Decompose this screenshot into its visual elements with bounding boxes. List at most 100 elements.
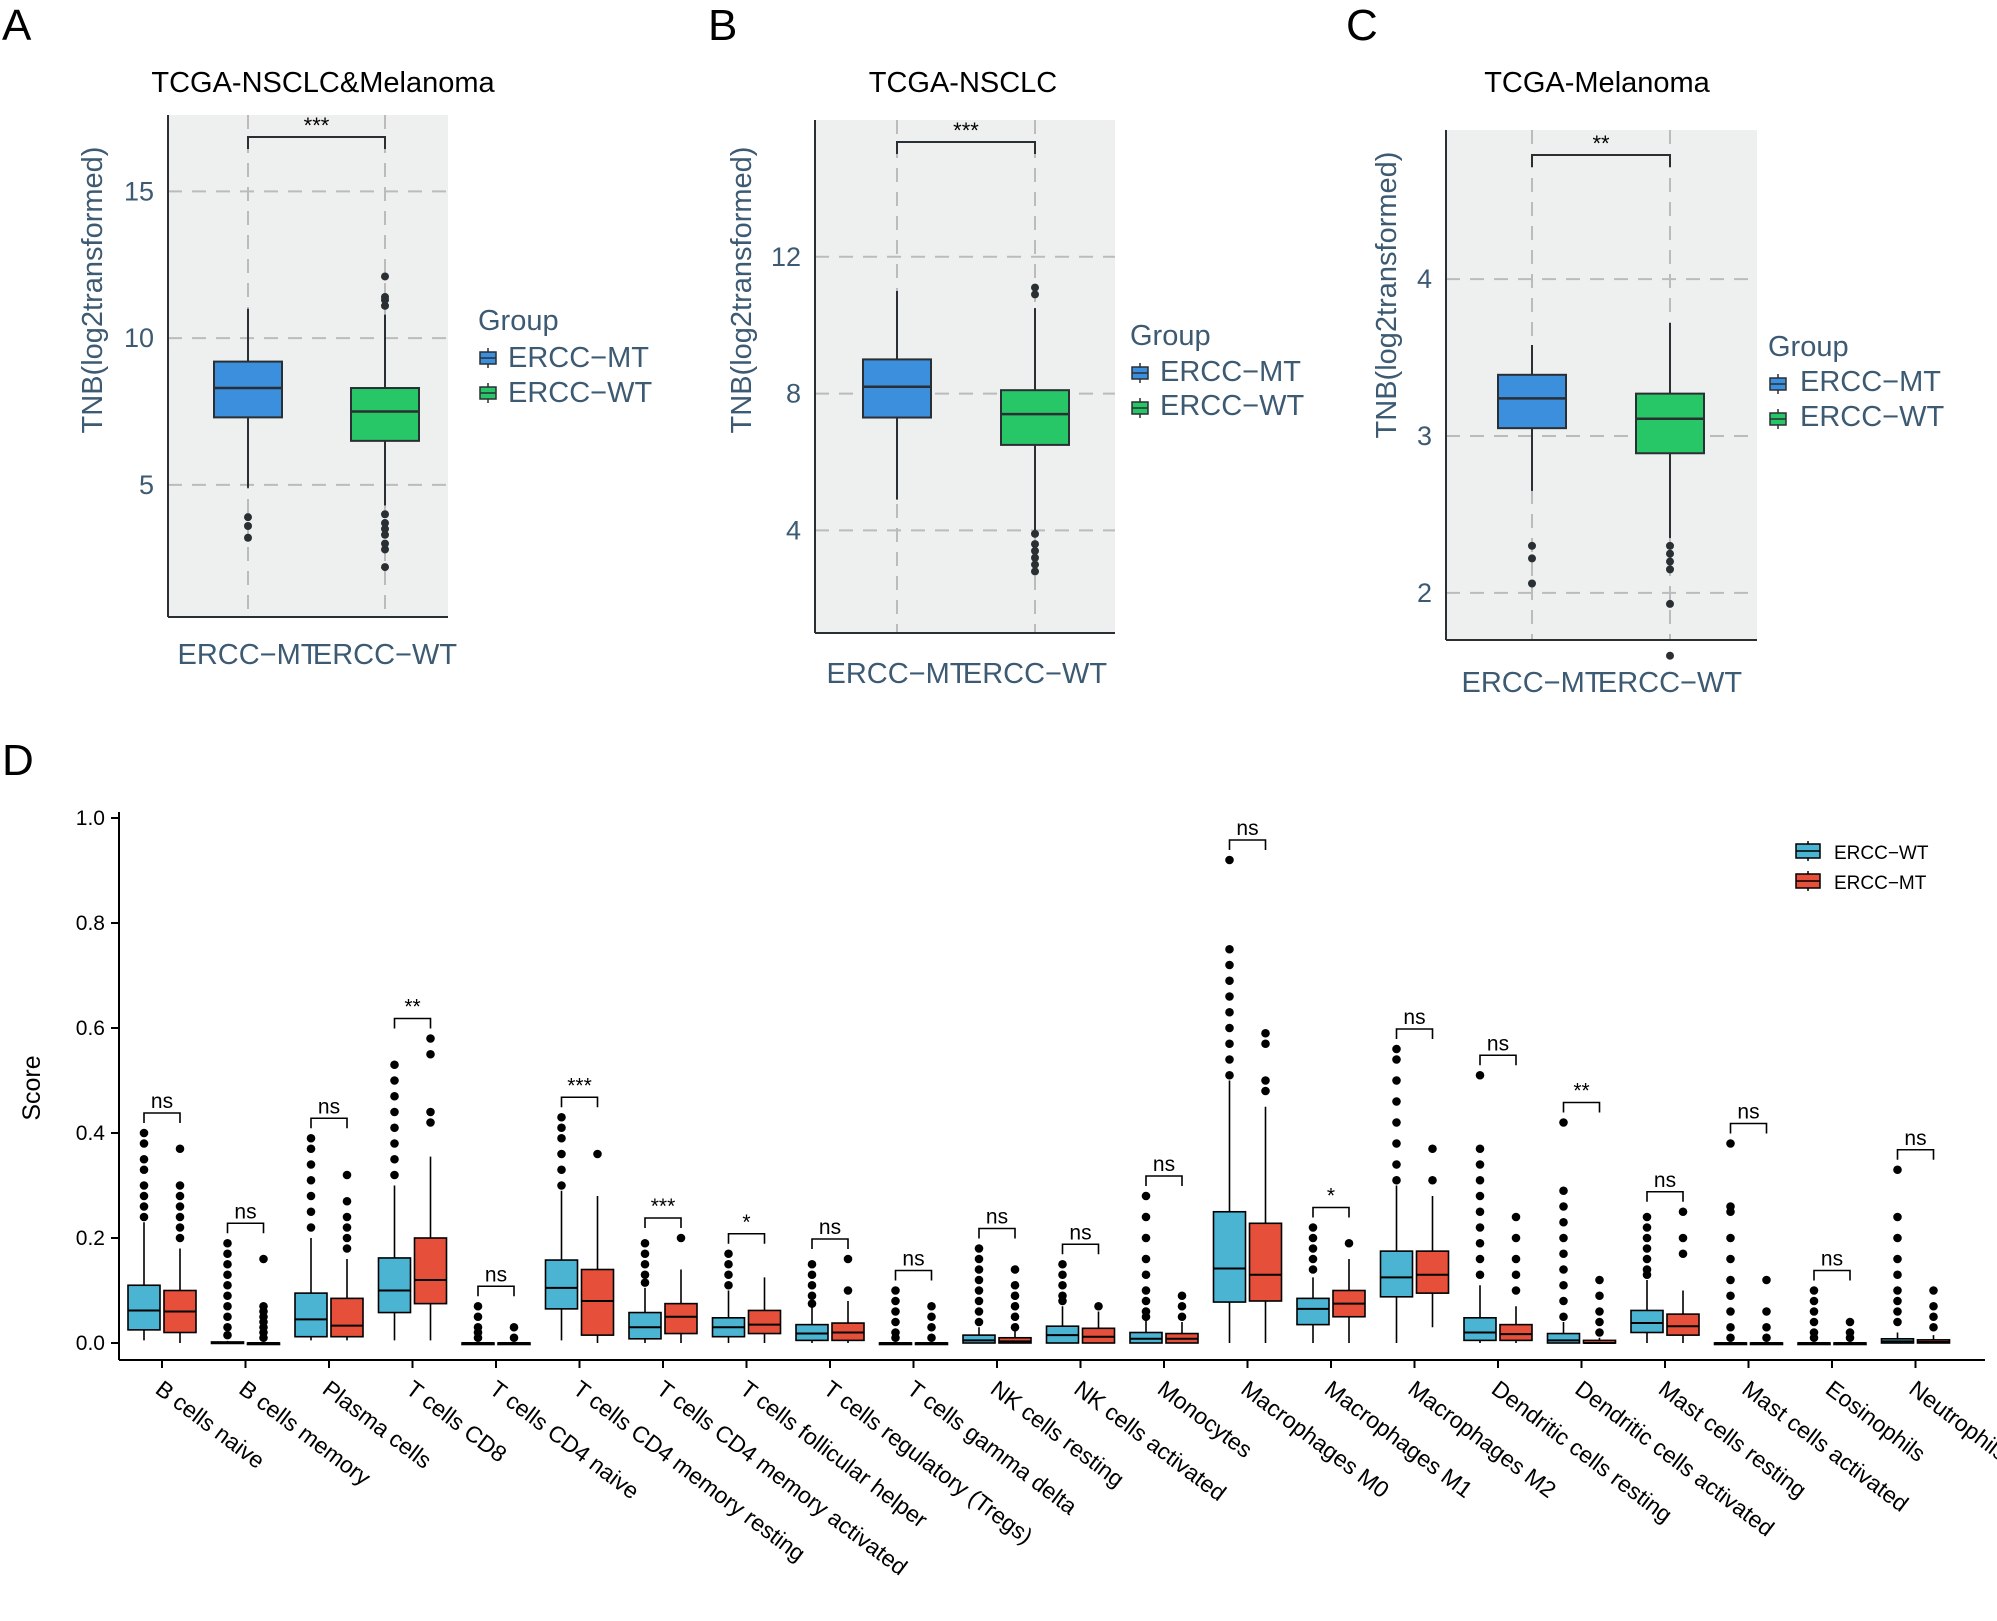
panel-d-outlier [223, 1270, 232, 1280]
panel-d-outlier [891, 1333, 900, 1343]
panel-a-outlier [381, 510, 389, 519]
panel-a-outlier [381, 519, 389, 528]
panel-d-outlier [1392, 1160, 1401, 1169]
panel-d-box-body [1379, 1250, 1414, 1298]
panel-d-box-body [962, 1334, 996, 1344]
panel-d-box-wt [878, 1286, 913, 1346]
panel-d-legend-wt: ERCC−WT [1834, 843, 1929, 864]
panel-d-sig-bracket [143, 1112, 181, 1123]
panel-d-outlier [1893, 1296, 1902, 1306]
panel-d-box-wt [1045, 1259, 1080, 1344]
panel-d-outlier [1559, 1296, 1568, 1306]
panel-d-outlier [1225, 1055, 1234, 1064]
panel-a-ytick-label: 10 [124, 323, 154, 353]
panel-d-sig-label: ** [1573, 1080, 1589, 1103]
panel-c-ytick-label: 2 [1417, 578, 1432, 608]
panel-d-outlier [1845, 1317, 1855, 1327]
panel-d-outlier [509, 1333, 519, 1343]
panel-d-outlier [891, 1307, 900, 1316]
panel-d-outlier [306, 1207, 316, 1217]
panel-d-sig-bracket [310, 1117, 348, 1129]
panel-d-box-body [1546, 1332, 1581, 1344]
panel-d-outlier [1678, 1249, 1688, 1259]
panel-d-box-wt [962, 1244, 996, 1344]
panel-d-outlier [724, 1259, 733, 1269]
panel-a-outlier [381, 539, 389, 548]
panel-d-box-wt [1713, 1139, 1748, 1346]
panel-d-box-body [1499, 1323, 1533, 1342]
panel-b-xtick-label: ERCC−WT [963, 658, 1107, 690]
panel-d-outlier [175, 1202, 185, 1211]
panel-d-outlier [1559, 1265, 1568, 1274]
panel-d-outlier [1010, 1280, 1020, 1290]
panel-d-box-wt [377, 1060, 412, 1341]
panel-d-outlier [426, 1118, 435, 1127]
panel-d-outlier [306, 1175, 316, 1185]
panel-d-outlier [1809, 1286, 1819, 1295]
panel-b-outlier [1031, 567, 1039, 576]
panel-c-outlier [1666, 557, 1674, 566]
panel-d-sig-label: ns [1403, 1006, 1425, 1029]
panel-b-legend-wt: ERCC−WT [1160, 390, 1304, 422]
panel-d-outlier [223, 1280, 232, 1290]
panel-d-outlier [1225, 944, 1234, 954]
panel-d-box-body [1129, 1331, 1163, 1344]
panel-d-outlier [1893, 1212, 1902, 1222]
panel-d-outlier [1475, 1254, 1485, 1264]
panel-d-outlier [1141, 1312, 1151, 1322]
panel-d-ytick-label: 0.6 [76, 1017, 105, 1040]
panel-d-outlier [891, 1286, 900, 1295]
panel-d-outlier [1595, 1317, 1604, 1327]
panel-d-outlier [1058, 1296, 1067, 1306]
panel-d-outlier [974, 1317, 984, 1327]
panel-d-sig-bracket [978, 1227, 1016, 1239]
panel-d-outlier [342, 1170, 352, 1180]
panel-d-outlier [1225, 1023, 1234, 1033]
panel-d-sig-bracket [1729, 1122, 1768, 1134]
panel-d-sig-label: ns [234, 1200, 256, 1223]
panel-d-outlier [259, 1333, 268, 1343]
panel-b-outlier [1031, 553, 1039, 562]
panel-d-box-body [664, 1302, 698, 1335]
panel-b-title: TCGA-NSCLC [869, 67, 1058, 99]
panel-d-outlier [1559, 1186, 1568, 1196]
panel-d-outlier [1642, 1270, 1652, 1280]
panel-d-outlier [306, 1144, 316, 1154]
panel-d-sig-bracket [894, 1269, 933, 1281]
panel-d-sig-label: *** [651, 1195, 676, 1218]
panel-d-outlier [1726, 1307, 1735, 1316]
panel-d-outlier [139, 1128, 149, 1138]
panel-d-category-label: Macrophages M1 [1320, 1375, 1478, 1503]
panel-d-box-wt [1546, 1118, 1581, 1344]
panel-d-outlier [927, 1322, 936, 1332]
panel-d-outlier [974, 1296, 984, 1306]
panel-d-sig-label: ns [485, 1263, 507, 1286]
panel-d-outlier [1726, 1207, 1735, 1217]
panel-d-outlier [724, 1280, 733, 1290]
panel-d-outlier [640, 1270, 650, 1280]
panel-d-outlier [1392, 1076, 1401, 1085]
panel-d-sig-label: * [1327, 1185, 1335, 1208]
panel-d-ytick-label: 1.0 [76, 807, 105, 830]
panel-d-outlier [843, 1286, 853, 1295]
panel-c-outlier [1528, 579, 1536, 588]
panel-d-outlier [1392, 1175, 1401, 1185]
panel-d-box-mt [580, 1149, 615, 1343]
panel-d-box-body [998, 1336, 1032, 1344]
panel-d-sig-bracket [1395, 1028, 1434, 1039]
panel-d-outlier [1726, 1322, 1735, 1332]
panel-d-outlier [1225, 855, 1234, 865]
panel-d-outlier [175, 1212, 185, 1222]
panel-d-sig-bracket [644, 1217, 682, 1228]
panel-d-sig-label: ** [404, 996, 420, 1019]
panel-letter-b: B [708, 1, 737, 50]
panel-b-ytick-label: 12 [771, 242, 801, 272]
panel-d-box-body [747, 1309, 782, 1335]
panel-d-ytick-label: 0.4 [76, 1122, 106, 1145]
panel-letter-a: A [2, 1, 32, 50]
panel-d-box-mt [1165, 1291, 1199, 1344]
panel-d-box-mt [914, 1301, 949, 1346]
panel-d-outlier [390, 1170, 399, 1180]
panel-d-sig-bracket [1312, 1206, 1350, 1218]
panel-d-outlier [139, 1139, 149, 1148]
